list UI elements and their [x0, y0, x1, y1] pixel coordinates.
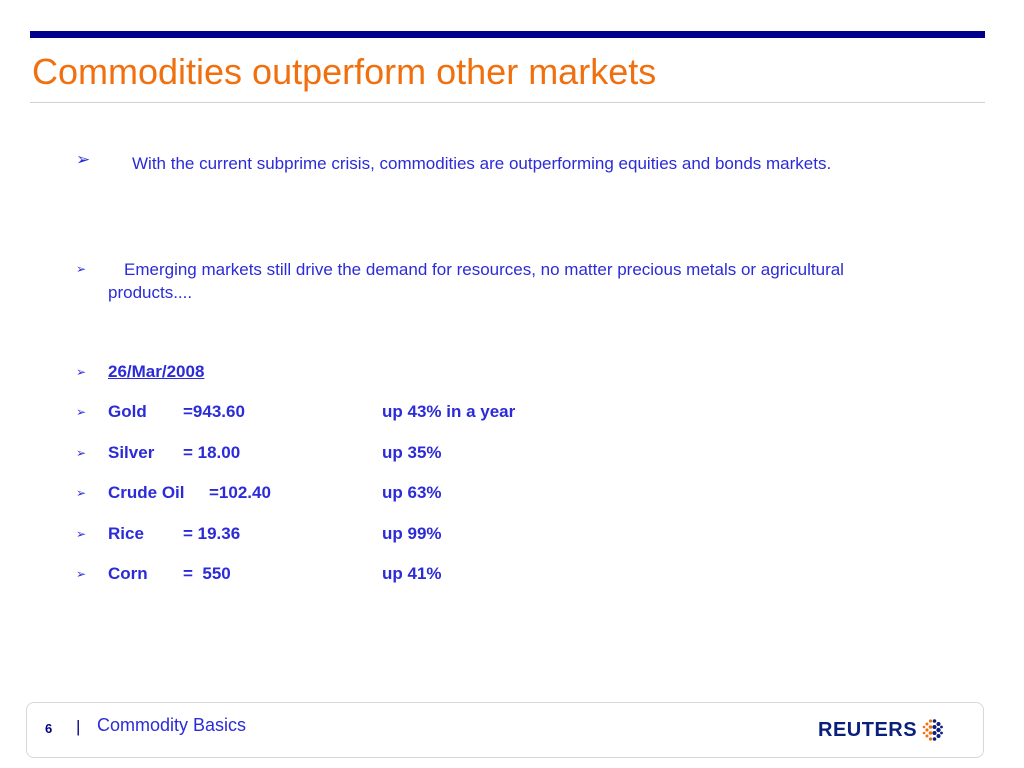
- commodity-change: up 35%: [382, 443, 442, 462]
- arrowhead-bullet-icon: ➢: [76, 567, 87, 581]
- commodity-name: Gold: [108, 402, 147, 421]
- bullet-text: Emerging markets still drive the demand …: [108, 260, 844, 302]
- page-number: 6: [45, 721, 53, 736]
- commodity-value: =102.40: [209, 483, 271, 502]
- commodity-value: = 18.00: [183, 443, 241, 462]
- price-date: 26/Mar/2008: [108, 362, 205, 381]
- commodity-value: = 19.36: [183, 524, 241, 543]
- arrowhead-bullet-icon: ➢: [76, 365, 87, 379]
- arrowhead-bullet-icon: ➢: [76, 405, 87, 419]
- footer-separator: |: [76, 717, 81, 736]
- footer-bar: [26, 702, 984, 758]
- arrowhead-bullet-icon: ➢: [76, 262, 87, 276]
- top-rule: [30, 31, 985, 38]
- slide-title: Commodities outperform other markets: [32, 51, 657, 92]
- arrowhead-bullet-icon: ➢: [76, 486, 87, 500]
- commodity-name: Crude Oil: [108, 483, 185, 502]
- arrowhead-bullet-icon: ➢: [76, 150, 91, 170]
- arrowhead-bullet-icon: ➢: [76, 446, 87, 460]
- logo-wordmark: REUTERS: [818, 718, 918, 741]
- commodity-change: up 63%: [382, 483, 442, 502]
- commodity-name: Corn: [108, 564, 148, 583]
- commodity-change: up 99%: [382, 524, 442, 543]
- commodity-change: up 41%: [382, 564, 442, 583]
- arrowhead-bullet-icon: ➢: [76, 527, 87, 541]
- commodity-value: =943.60: [183, 402, 245, 421]
- commodity-name: Silver: [108, 443, 155, 462]
- commodity-change: up 43% in a year: [382, 402, 516, 421]
- footer-section-title: Commodity Basics: [97, 715, 247, 735]
- title-divider: [30, 102, 985, 103]
- reuters-logo: REUTERS: [818, 716, 943, 744]
- commodity-value: = 550: [183, 564, 231, 583]
- reuters-dot-logo-icon: [922, 719, 943, 741]
- commodity-name: Rice: [108, 524, 144, 543]
- bullet-text: With the current subprime crisis, commod…: [132, 154, 832, 173]
